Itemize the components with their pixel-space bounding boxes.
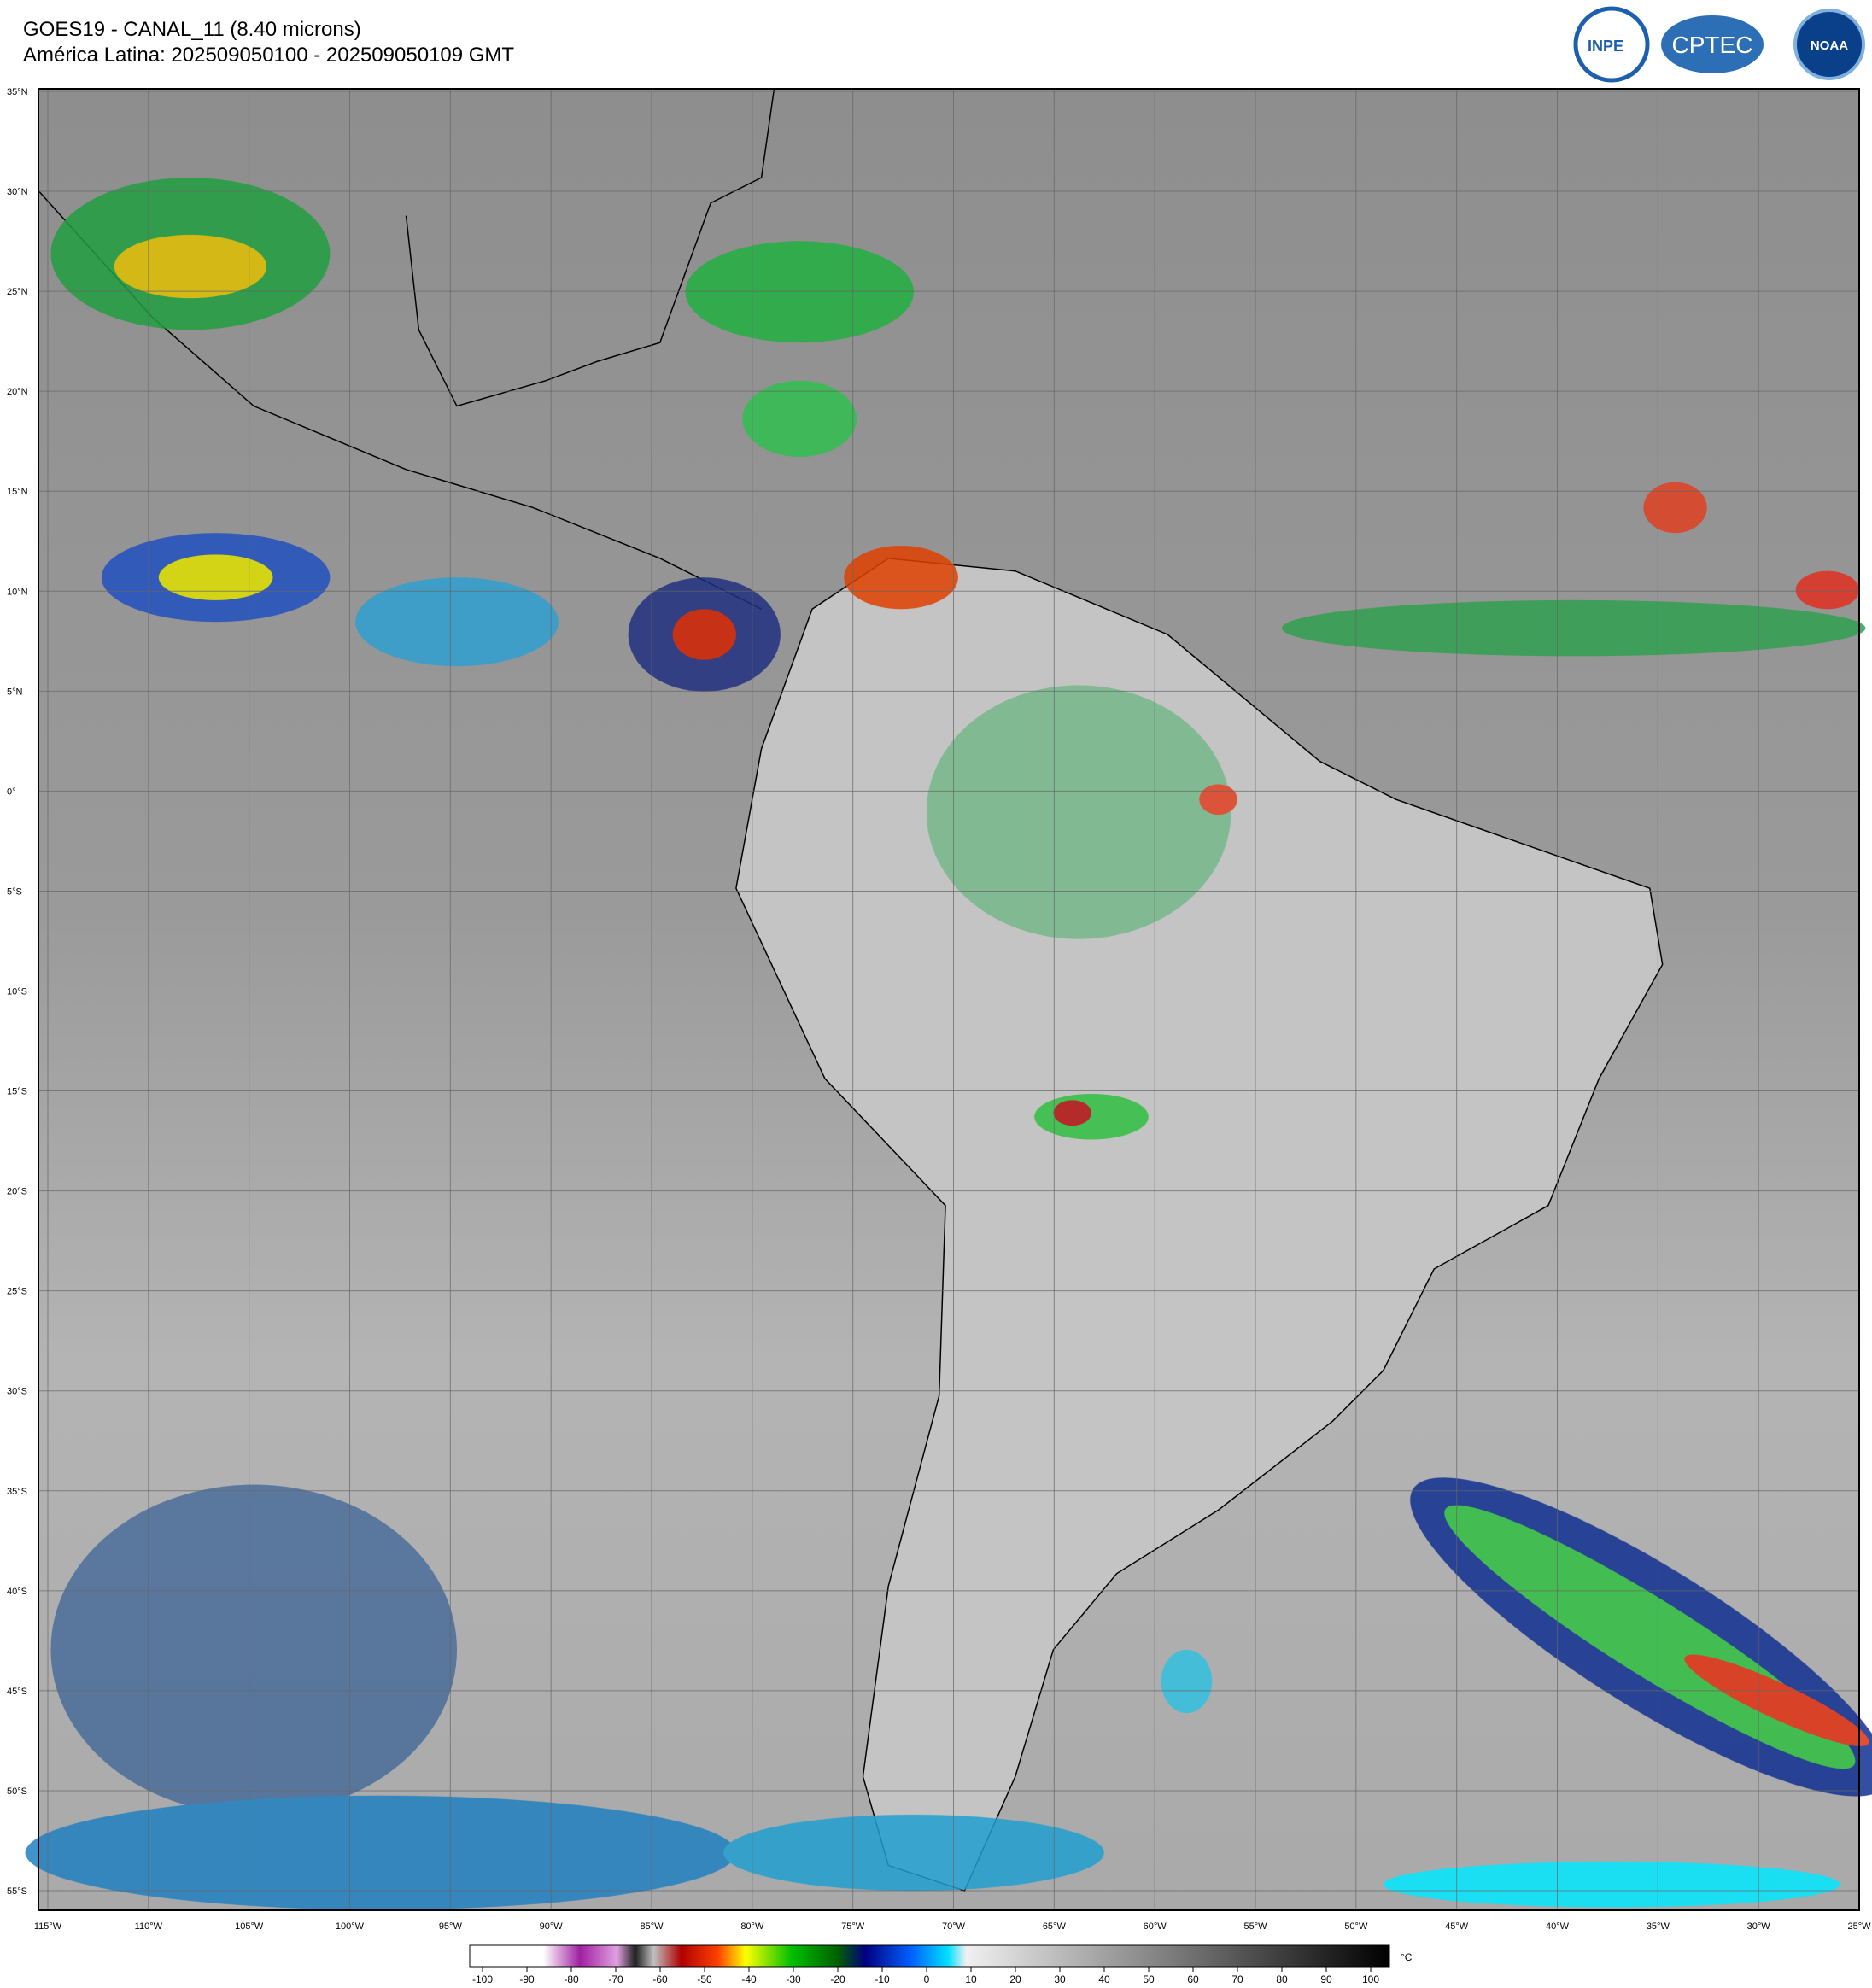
lon-label: 55°W bbox=[1243, 1921, 1267, 1932]
lon-label: 115°W bbox=[34, 1921, 62, 1932]
map: 35°N 30°N 25°N 20°N 15°N 10°N 5°N 0° 5°S 10°S 15°S… bbox=[7, 87, 1872, 1932]
lat-label: 20°S bbox=[7, 1187, 27, 1197]
colorbar-tick-label: -20 bbox=[830, 1973, 845, 1985]
subtitle: América Latina: 202509050100 - 202509050… bbox=[23, 44, 514, 67]
colorbar-tick-label: -50 bbox=[697, 1973, 712, 1985]
lon-label: 100°W bbox=[336, 1921, 365, 1932]
colorbar-tick-label: -90 bbox=[519, 1973, 535, 1985]
lon-label: 50°W bbox=[1344, 1921, 1368, 1932]
lat-label: 35°S bbox=[7, 1487, 27, 1497]
lon-label: 70°W bbox=[942, 1921, 966, 1932]
logos: INPE CPTEC NOAA bbox=[1573, 6, 1865, 83]
lat-label: 15°N bbox=[7, 487, 28, 497]
colorbar-tick-label: 90 bbox=[1320, 1973, 1332, 1985]
colorbar-tick-label: 50 bbox=[1143, 1973, 1155, 1985]
colorbar-tick-label: -10 bbox=[875, 1973, 890, 1985]
colorbar-tick-label: 100 bbox=[1362, 1973, 1379, 1985]
colorbar-unit: °C bbox=[1401, 1951, 1413, 1963]
lon-label: 25°W bbox=[1847, 1921, 1871, 1932]
lon-label: 45°W bbox=[1445, 1921, 1469, 1932]
colorbar-tick-label: -60 bbox=[652, 1973, 668, 1985]
lat-label: 10°S bbox=[7, 987, 27, 997]
lat-label: 55°S bbox=[7, 1886, 27, 1897]
lon-label: 85°W bbox=[640, 1921, 664, 1932]
logo-text: NOAA bbox=[1811, 38, 1848, 53]
logo-text: INPE bbox=[1588, 38, 1623, 55]
colorbar-tick-label: -80 bbox=[564, 1973, 579, 1985]
lat-label: 40°S bbox=[7, 1587, 27, 1597]
colorbar-tick-label: 60 bbox=[1187, 1973, 1199, 1985]
lon-label: 110°W bbox=[135, 1921, 163, 1932]
lat-label: 5°N bbox=[7, 687, 23, 697]
colorbar-tick-label: 0 bbox=[924, 1973, 930, 1985]
colorbar-tick-label: 30 bbox=[1054, 1973, 1066, 1985]
lat-label: 20°N bbox=[7, 387, 28, 397]
lon-label: 95°W bbox=[439, 1921, 463, 1932]
colorbar: °C -100 -90 -80 -70 -60 -50 -40 -30 -20 -10 0 10 20 3… bbox=[469, 1944, 1413, 1985]
lat-label: 25°S bbox=[7, 1287, 27, 1297]
colorbar-tick-label: -30 bbox=[786, 1973, 801, 1985]
lon-label: 65°W bbox=[1043, 1921, 1067, 1932]
lon-label: 40°W bbox=[1546, 1921, 1570, 1932]
graticule: 35°N 30°N 25°N 20°N 15°N 10°N 5°N 0° 5°S 10°S 15°S… bbox=[7, 87, 1871, 1932]
lon-label: 35°W bbox=[1647, 1921, 1670, 1932]
logo-noaa bbox=[1793, 9, 1865, 80]
lat-label: 15°S bbox=[7, 1087, 27, 1097]
lat-label: 35°N bbox=[7, 87, 28, 97]
colorbar-tick-label: -70 bbox=[608, 1973, 623, 1985]
lat-label: 25°N bbox=[7, 287, 28, 297]
colorbar-tick-label: 10 bbox=[965, 1973, 977, 1985]
lon-label: 75°W bbox=[841, 1921, 865, 1932]
lon-label: 60°W bbox=[1144, 1921, 1167, 1932]
lon-label: 105°W bbox=[235, 1921, 264, 1932]
lon-label: 80°W bbox=[740, 1921, 764, 1932]
lat-label: 30°N bbox=[7, 187, 28, 197]
colorbar-gradient bbox=[469, 1944, 1390, 1968]
logo-cptec bbox=[1661, 15, 1764, 73]
map-frame bbox=[38, 88, 1860, 1911]
colorbar-tick-label: -100 bbox=[472, 1973, 493, 1985]
colorbar-tick-label: 40 bbox=[1098, 1973, 1110, 1985]
lat-label: 10°N bbox=[7, 587, 28, 597]
logo-inpe bbox=[1573, 6, 1650, 83]
clouds bbox=[25, 178, 1872, 1910]
title: GOES19 - CANAL_11 (8.40 microns) bbox=[23, 18, 361, 41]
lat-label: 0° bbox=[7, 786, 16, 797]
colorbar-tick-label: 20 bbox=[1009, 1973, 1021, 1985]
colorbar-tick-label: 70 bbox=[1231, 1973, 1243, 1985]
lat-label: 45°S bbox=[7, 1687, 27, 1697]
lon-label: 90°W bbox=[540, 1921, 564, 1932]
lat-label: 50°S bbox=[7, 1786, 27, 1797]
logo-text: CPTEC bbox=[1672, 32, 1753, 58]
lat-label: 30°S bbox=[7, 1387, 27, 1397]
lon-label: 30°W bbox=[1747, 1921, 1771, 1932]
lat-label: 5°S bbox=[7, 886, 22, 897]
colorbar-tick-label: -40 bbox=[741, 1973, 757, 1985]
colorbar-tick-label: 80 bbox=[1276, 1973, 1288, 1985]
